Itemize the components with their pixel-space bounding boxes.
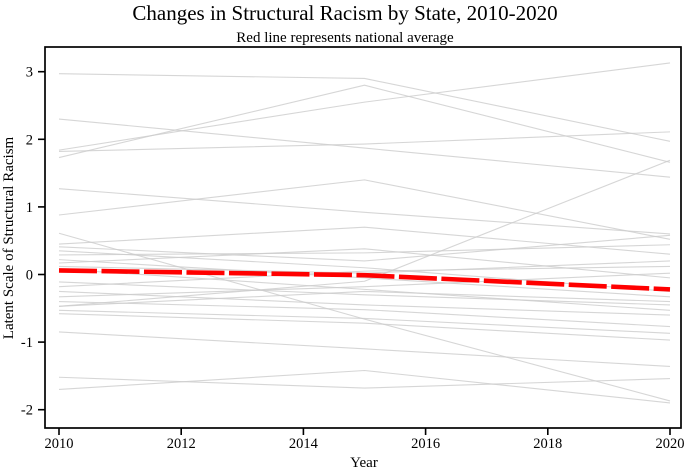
state-line [58,281,671,306]
national-average-line [58,268,671,292]
national-average-layer [58,268,671,292]
state-line [58,290,671,307]
state-line [58,159,671,307]
state-line [58,179,671,240]
x-tick-label: 2018 [533,436,562,452]
state-line [58,272,671,298]
state-line [58,73,671,142]
y-tick-label: -1 [21,335,33,351]
state-line [58,290,671,316]
y-tick-label: 3 [26,65,33,81]
state-line [58,62,671,151]
state-line [58,232,671,402]
chart-title: Changes in Structural Racism by State, 2… [132,1,557,25]
x-tick-label: 2014 [289,436,319,452]
state-line [58,131,671,153]
chart-subtitle: Red line represents national average [236,30,454,46]
state-line [58,118,671,178]
state-line [58,84,671,163]
y-tick-label: 1 [26,200,33,216]
state-line [58,259,671,298]
state-line [58,309,671,334]
x-tick-label: 2012 [167,436,196,452]
y-tick-label: -2 [21,403,33,419]
x-tick-label: 2016 [411,436,440,452]
state-line [58,369,671,404]
state-line [58,313,671,341]
x-axis-title: Year [350,455,378,471]
y-tick-label: 2 [26,132,33,148]
state-line [58,265,671,288]
state-line [58,226,671,255]
state-line [58,268,671,311]
plot-border [44,46,682,429]
x-tick-label: 2010 [45,436,74,452]
state-line [58,331,671,367]
x-tick-label: 2020 [656,436,685,452]
state-line [58,188,671,235]
state-line [58,376,671,389]
state-lines-layer [58,62,671,404]
state-line [58,244,671,256]
state-line [58,250,671,292]
y-axis-title: Latent Scale of Structural Racism [1,136,17,339]
state-line [58,234,671,262]
ticks-layer: 2010 2012 2014 2016 2018 2020 3 2 1 0 -1 -2 [21,65,685,452]
y-tick-label: 0 [26,268,33,284]
state-line [58,300,671,328]
